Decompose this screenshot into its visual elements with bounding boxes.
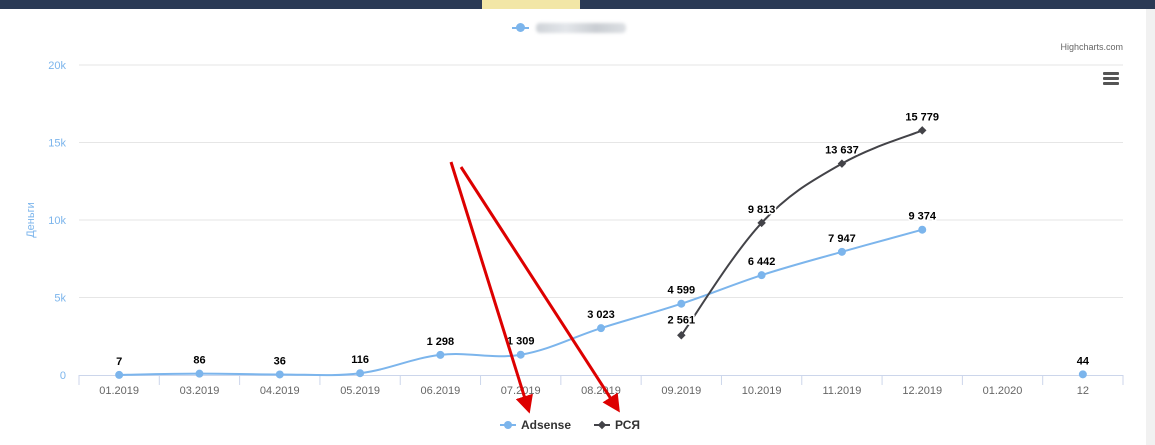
x-tick-label: 03.2019	[180, 385, 220, 397]
data-point-adsense[interactable]	[597, 324, 605, 333]
x-tick-label: 11.2019	[822, 385, 861, 397]
data-label: 9 813	[748, 204, 776, 216]
menu-bar-1	[1103, 72, 1119, 75]
data-label: 116	[351, 354, 369, 366]
data-label: 1 298	[427, 336, 455, 348]
blurred-legend-marker	[516, 23, 525, 32]
data-point-rsya[interactable]	[917, 126, 927, 135]
legend-label: Adsense	[521, 418, 572, 432]
data-label: 7	[116, 356, 122, 368]
data-label: 13 637	[825, 145, 859, 157]
x-tick-label: 09.2019	[661, 385, 701, 397]
data-point-adsense[interactable]	[837, 247, 846, 256]
y-tick-label: 15k	[48, 138, 66, 150]
data-label: 1 309	[507, 336, 535, 348]
x-tick-label: 08.2019	[581, 385, 621, 397]
red-arrow-annotation-2	[459, 166, 620, 413]
x-tick-label: 12	[1077, 385, 1089, 397]
menu-bar-3	[1103, 82, 1119, 85]
x-tick-label: 01.2020	[983, 385, 1023, 397]
data-point-adsense[interactable]	[918, 225, 927, 234]
data-point-adsense[interactable]	[436, 350, 445, 359]
menu-bar-2	[1103, 77, 1119, 80]
data-point-adsense[interactable]	[516, 350, 525, 359]
blurred-top-legend	[512, 20, 628, 36]
y-tick-label: 20k	[48, 60, 66, 72]
legend-label: РСЯ	[615, 418, 640, 432]
credits-link[interactable]: Highcharts.com	[1060, 42, 1123, 52]
chart-legend: Adsense РСЯ	[0, 418, 1155, 436]
data-label: 36	[274, 355, 286, 367]
x-tick-label: 12.2019	[902, 385, 942, 397]
top-bar	[0, 0, 1155, 9]
data-point-adsense[interactable]	[275, 370, 284, 379]
x-tick-label: 06.2019	[421, 385, 461, 397]
blurred-legend-text	[536, 23, 626, 33]
data-label: 9 374	[908, 211, 936, 223]
data-label: 44	[1077, 355, 1090, 367]
top-bar-tab[interactable]	[482, 0, 580, 9]
page-scrollbar[interactable]	[1146, 9, 1155, 445]
legend-item-rsya[interactable]: РСЯ	[594, 418, 640, 432]
data-label: 2 561	[668, 314, 696, 326]
x-tick-label: 01.2019	[99, 385, 139, 397]
data-label: 6 442	[748, 256, 776, 268]
data-point-rsya[interactable]	[837, 159, 847, 168]
data-point-adsense[interactable]	[757, 271, 766, 280]
legend-marker-icon	[594, 420, 610, 430]
x-tick-label: 05.2019	[340, 385, 380, 397]
series-line-1	[119, 228, 923, 377]
data-point-adsense[interactable]	[356, 369, 365, 378]
legend-item-adsense[interactable]: Adsense	[500, 418, 571, 432]
data-point-adsense[interactable]	[677, 299, 686, 308]
data-label: 4 599	[668, 285, 696, 297]
data-point-adsense[interactable]	[1078, 370, 1087, 379]
series-line-2	[680, 129, 923, 336]
y-tick-label: 0	[60, 370, 66, 382]
data-label: 7 947	[828, 233, 856, 245]
y-tick-label: 10k	[48, 215, 66, 227]
data-label: 86	[193, 355, 205, 367]
red-arrow-annotation-1	[449, 161, 533, 414]
y-tick-label: 5k	[54, 293, 66, 305]
y-axis-title: Деньги	[25, 202, 37, 238]
x-tick-label: 10.2019	[742, 385, 782, 397]
data-point-adsense[interactable]	[115, 370, 124, 379]
x-tick-label: 04.2019	[260, 385, 300, 397]
data-label: 15 779	[905, 111, 939, 123]
data-point-rsya[interactable]	[677, 331, 686, 340]
hamburger-menu-icon[interactable]	[1100, 70, 1122, 88]
data-point-adsense[interactable]	[195, 369, 204, 378]
legend-marker-icon	[500, 420, 516, 430]
data-label: 3 023	[587, 309, 615, 321]
